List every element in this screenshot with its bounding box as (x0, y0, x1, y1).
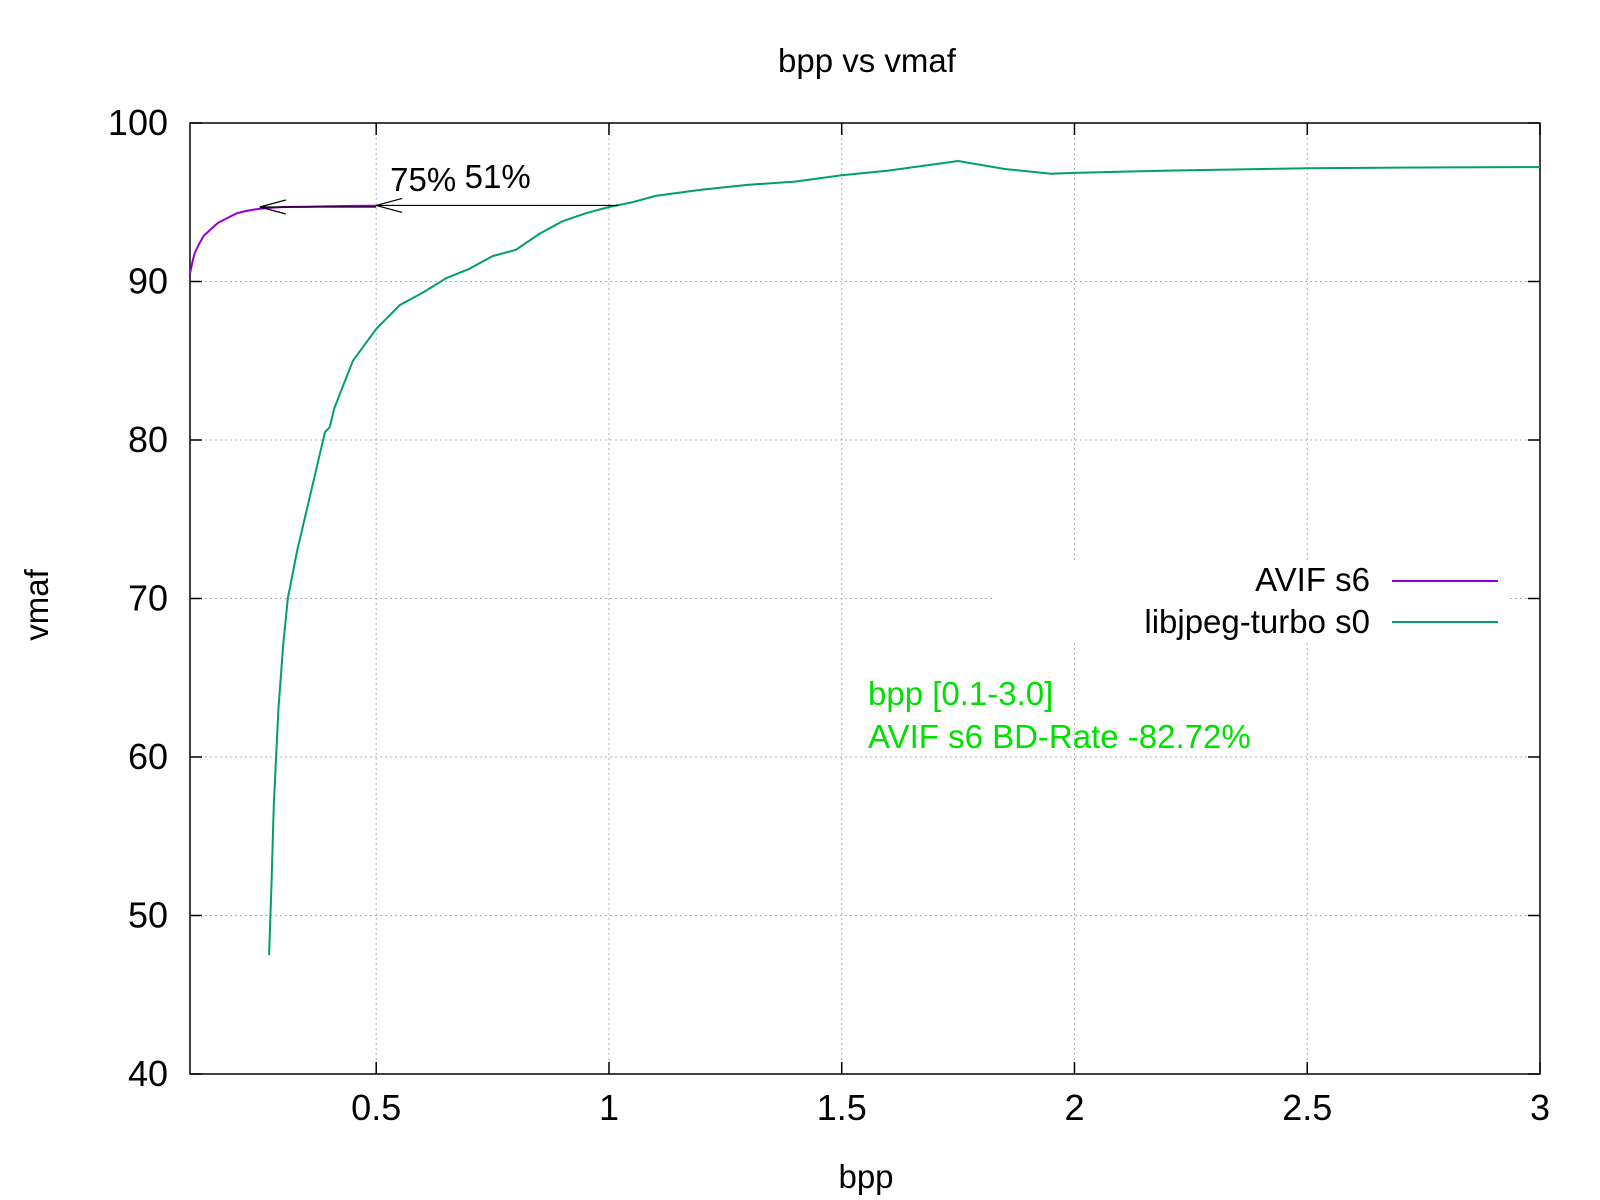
legend-entry-avif-s6: AVIF s6 (1255, 561, 1370, 598)
annotation-75-percent: 75% (390, 161, 456, 198)
x-tick-label: 1.5 (817, 1087, 867, 1128)
y-tick-label: 70 (128, 578, 168, 619)
annotation-51-percent: 51% (465, 158, 531, 195)
x-tick-label: 3 (1530, 1087, 1550, 1128)
bd-rate-note: bpp [0.1-3.0] AVIF s6 BD-Rate -82.72% (868, 675, 1251, 755)
series-lines (189, 160, 1541, 956)
series-line-avif-s6 (189, 204, 377, 274)
axis-ticks: 0.5 1 1.5 2 2.5 3 40 50 60 70 80 90 100 (108, 102, 1550, 1128)
y-tick-label: 80 (128, 419, 168, 460)
y-tick-label: 100 (108, 102, 168, 143)
y-tick-label: 90 (128, 261, 168, 302)
y-tick-label: 60 (128, 736, 168, 777)
x-axis-label: bpp (838, 1158, 893, 1195)
x-tick-label: 2.5 (1282, 1087, 1332, 1128)
legend-box (995, 560, 1510, 642)
arrow-head (376, 204, 403, 213)
bd-rate-value-text: AVIF s6 BD-Rate -82.72% (868, 718, 1251, 755)
y-tick-label: 50 (128, 895, 168, 936)
bd-rate-range-text: bpp [0.1-3.0] (868, 675, 1053, 712)
legend: AVIF s6 libjpeg-turbo s0 (995, 560, 1510, 642)
arrow-head (259, 206, 286, 215)
legend-entry-libjpeg-turbo-s0: libjpeg-turbo s0 (1144, 603, 1370, 640)
x-tick-label: 2 (1064, 1087, 1084, 1128)
arrow-head (259, 199, 286, 208)
annotation-arrows (259, 197, 619, 215)
x-tick-label: 1 (599, 1087, 619, 1128)
chart-title: bpp vs vmaf (778, 42, 957, 79)
y-tick-label: 40 (128, 1053, 168, 1094)
y-axis-label: vmaf (18, 568, 55, 640)
percent-annotations: 75% 51% (390, 158, 531, 198)
series-line-libjpeg-turbo-s0 (268, 160, 1541, 956)
arrow-head (376, 197, 403, 206)
x-tick-label: 0.5 (351, 1087, 401, 1128)
